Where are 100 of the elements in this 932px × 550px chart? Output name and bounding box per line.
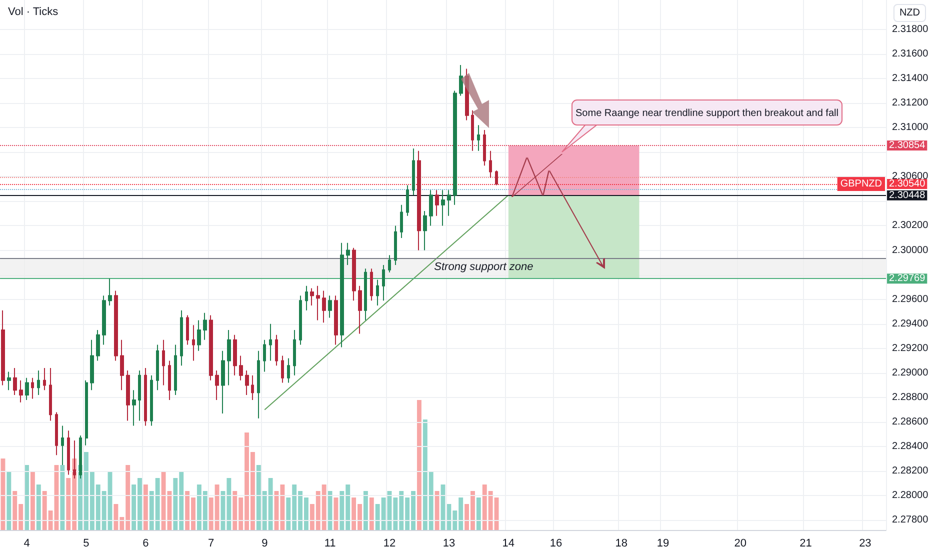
- candlestick: [328, 295, 332, 318]
- candlestick: [1, 310, 5, 386]
- y-tick-label: 2.31600: [892, 48, 929, 60]
- bar: [6, 472, 12, 530]
- candlestick: [168, 360, 171, 400]
- candlestick: [162, 339, 165, 386]
- candlestick: [251, 374, 254, 400]
- x-tick-label: 21: [800, 538, 812, 550]
- x-tick-label: 14: [502, 538, 515, 550]
- candlestick: [281, 355, 284, 384]
- candlestick: [239, 355, 243, 381]
- candlestick: [7, 371, 11, 391]
- candlestick: [305, 285, 308, 311]
- candlestick: [316, 285, 320, 321]
- x-tick-label: 18: [615, 538, 628, 550]
- y-tick-label: 2.28200: [892, 466, 929, 477]
- candlestick: [394, 225, 397, 266]
- ref-line-label: 2.30448: [889, 190, 926, 201]
- bar: [363, 491, 368, 530]
- candlestick: [43, 368, 46, 391]
- candlestick: [322, 290, 326, 324]
- bar: [334, 498, 338, 530]
- candlestick: [245, 370, 249, 396]
- candlestick: [61, 425, 64, 466]
- y-tick-label: 2.31800: [892, 24, 929, 35]
- candlestick: [126, 370, 130, 422]
- candlestick: [49, 368, 52, 422]
- candlestick: [221, 350, 225, 414]
- x-tick-label: 11: [324, 538, 336, 550]
- candlestick: [334, 295, 338, 346]
- candlestick: [459, 64, 463, 96]
- candlestick: [227, 330, 231, 386]
- candlestick: [269, 323, 272, 362]
- candlestick: [186, 314, 189, 346]
- candlestick: [370, 268, 373, 302]
- y-tick-label: 2.27800: [892, 514, 929, 526]
- candlestick: [96, 330, 100, 362]
- candlestick: [180, 310, 183, 366]
- candlestick: [495, 170, 498, 186]
- candlestick: [441, 190, 445, 226]
- candlestick: [364, 268, 367, 321]
- candlestick: [489, 150, 492, 178]
- candlestick: [263, 339, 266, 372]
- bar: [143, 484, 148, 530]
- candlestick: [215, 370, 219, 400]
- y-tick-label: 2.28800: [892, 392, 929, 403]
- candlestick: [120, 339, 124, 391]
- x-tick-label: 20: [734, 538, 746, 550]
- candlestick: [310, 288, 314, 306]
- bar: [434, 491, 440, 530]
- candlestick: [352, 247, 356, 302]
- candlestick: [423, 210, 427, 251]
- y-tick-label: 2.31200: [892, 98, 929, 109]
- candlestick: [417, 150, 421, 251]
- x-tick-label: 6: [142, 538, 149, 550]
- candlestick: [340, 242, 344, 348]
- candlestick: [453, 90, 457, 206]
- candlestick: [287, 358, 290, 384]
- candlestick: [203, 312, 207, 340]
- candlestick: [435, 190, 439, 216]
- bar: [0, 458, 6, 530]
- y-tick-label: 2.28600: [892, 416, 929, 428]
- bar: [476, 498, 481, 530]
- annotation: GBPNZD: [840, 178, 882, 190]
- y-tick-label: 2.30200: [892, 220, 929, 232]
- bar: [36, 484, 41, 530]
- bar: [328, 491, 332, 530]
- y-tick-label: 2.29600: [892, 294, 929, 305]
- y-tick-label: 2.29400: [892, 318, 929, 330]
- x-tick-label: 9: [262, 538, 268, 550]
- candlestick: [257, 350, 260, 419]
- y-tick-label: 2.31000: [892, 122, 929, 134]
- candlestick: [108, 278, 112, 306]
- bar: [30, 472, 35, 530]
- candlestick: [275, 334, 278, 366]
- x-tick-label: 13: [442, 538, 456, 550]
- x-tick-label: 4: [24, 538, 30, 550]
- x-tick-label: 7: [208, 538, 214, 550]
- candlestick: [31, 377, 34, 400]
- candlestick: [114, 290, 118, 362]
- y-tick-label: 2.28000: [892, 490, 929, 502]
- candlestick: [376, 279, 379, 306]
- bar: [416, 400, 422, 530]
- candlestick: [471, 110, 474, 152]
- candlestick: [412, 148, 415, 196]
- candlestick: [85, 380, 88, 446]
- y-axis-title: NZD: [899, 8, 920, 18]
- bar: [60, 465, 65, 530]
- x-tick-label: 23: [859, 538, 872, 550]
- candlestick: [102, 295, 106, 346]
- y-tick-label: 2.30000: [892, 244, 929, 256]
- candlestick: [346, 242, 350, 266]
- candlestick: [429, 190, 433, 226]
- candlestick: [25, 377, 29, 400]
- ref-line-label: 2.30854: [889, 140, 926, 152]
- candlestick: [138, 370, 141, 422]
- y-tick-label: 2.29200: [892, 342, 929, 354]
- candlestick: [192, 324, 195, 362]
- candlestick: [483, 130, 486, 166]
- candlestick: [174, 344, 177, 396]
